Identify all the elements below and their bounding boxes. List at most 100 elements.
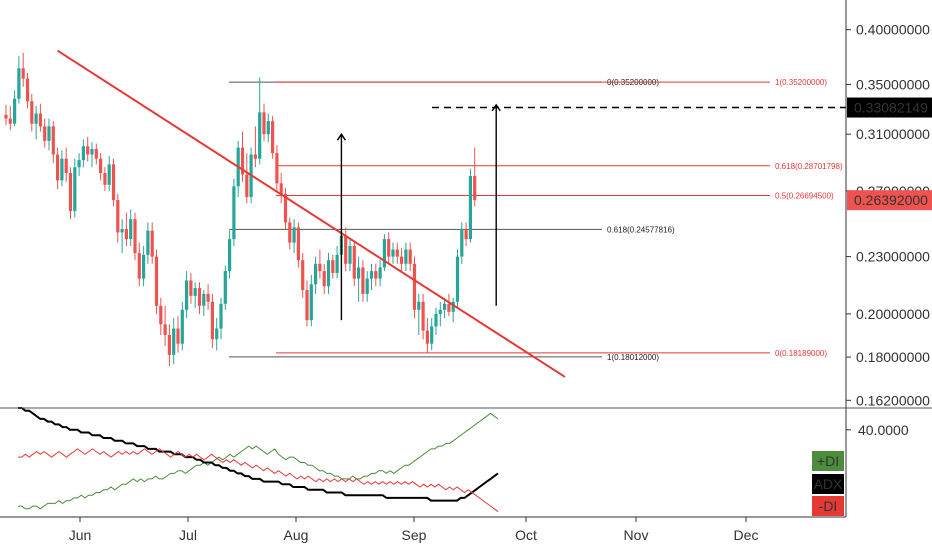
candle-body [309,284,313,321]
candle-body [90,149,94,155]
candle-body [172,328,176,355]
candle-body [154,256,159,306]
candle-body [443,303,447,310]
candle-body [305,290,309,321]
candle-body [77,160,81,168]
candle-body [301,260,305,291]
candle-body [56,154,60,181]
candle-body [451,301,455,312]
candle-body [73,167,77,212]
indicator-legend-box [812,474,844,494]
candle-body [473,175,477,201]
candle-body [421,301,425,331]
candle-body [43,126,47,141]
drawing-overlays [57,49,846,378]
candle-body [51,126,55,155]
fib-label-red: 0(0.18189000) [775,349,827,358]
candle-body [38,113,42,127]
candle-body [382,239,386,268]
candle-body [369,271,374,279]
candle-body [326,260,331,287]
candle-body [322,271,326,287]
fibonacci-levels: 0(0.35200000)0.618(0.24577816)1(0.180120… [229,78,843,362]
candle-body [331,260,335,273]
candle-body [408,249,412,264]
indicator-legend-box [812,451,844,471]
candle-body [120,229,124,233]
candle-body [434,313,438,327]
candle-body [103,173,107,185]
candle-body [395,249,399,257]
fib-label-red: 0.618(0.28701798) [775,162,843,171]
candle-body [159,305,163,325]
indicator-legend-box [812,496,844,516]
candle-body [262,112,266,135]
fib-label-black: 0.618(0.24577816) [607,225,675,234]
candle-body [68,173,73,212]
candle-body [245,174,249,197]
candle-body [425,330,429,344]
candle-body [202,293,206,306]
candle-body [288,222,292,243]
candle-body [176,328,180,344]
current-price-tag-label: 0.26392000 [854,192,928,208]
candle-body [412,263,417,310]
candle-body [361,267,365,294]
candle-body [468,175,472,240]
candle-body [258,112,262,159]
candle-body [391,249,395,257]
candle-body [21,68,25,79]
candle-body [352,246,356,279]
candle-body [193,288,197,296]
descending-trendline [57,49,566,378]
candle-body [210,301,214,340]
candle-body [455,256,460,302]
candle-body [283,193,288,223]
candle-body [296,227,300,261]
price-tick-label: 0.23000000 [856,249,930,265]
candle-body [228,239,232,272]
fib-label-red: 1(0.35200000) [775,78,827,87]
candle-body [266,121,270,135]
candle-body [344,235,348,264]
candle-body [464,229,468,240]
price-tick-label: 0.18000000 [856,349,930,365]
candle-body [163,324,167,335]
candle-body [378,267,382,279]
candle-body [146,230,150,255]
candle-body [99,158,103,174]
indicator-legend-label: ADX [814,476,843,492]
candle-body [133,219,137,254]
candle-body [25,78,30,102]
candle-body [438,309,442,314]
price-tick-label: 0.16200000 [856,392,930,408]
time-tick-label: Jul [179,527,197,543]
candlestick-series [4,52,477,367]
candle-body [223,271,227,304]
time-tick-label: Sep [402,527,427,543]
candle-body [185,280,189,310]
indicator-legend-label: -DI [819,498,838,514]
candle-body [81,146,85,161]
time-tick-label: Oct [515,527,537,543]
candle-body [387,239,391,257]
price-tick-label: 0.35000000 [856,76,930,92]
candle-body [430,326,434,344]
measure-arrow-head [336,132,346,141]
indicator-legend-label: +DI [817,453,839,469]
candle-body [167,334,171,355]
candle-body [275,153,279,184]
candle-body [60,158,64,181]
candle-body [404,249,408,264]
candle-body [64,158,68,174]
candle-body [124,229,128,240]
candle-body [197,288,202,306]
candle-body [8,118,12,124]
candle-body [232,186,236,240]
candle-body [30,101,34,124]
adx-indicator-pane: +DI ADX -DI [18,407,844,516]
candle-body [116,200,120,233]
candle-body [292,227,296,243]
